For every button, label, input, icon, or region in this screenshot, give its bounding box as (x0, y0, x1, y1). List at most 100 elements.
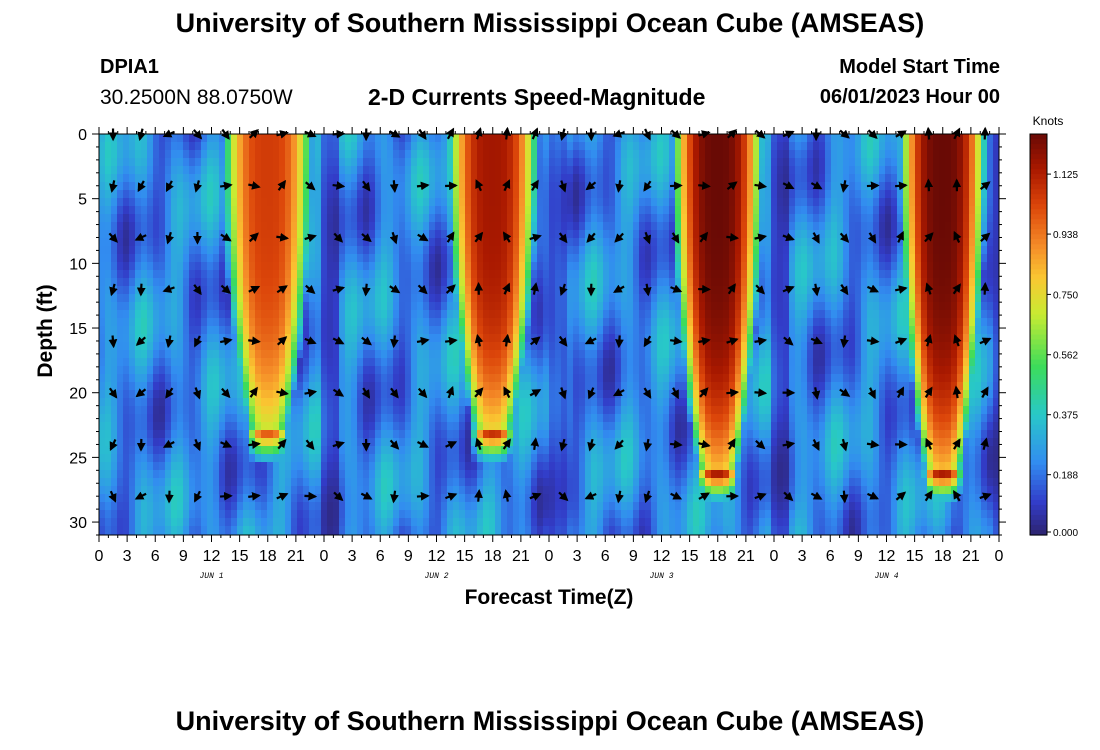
heatmap-cell (597, 254, 604, 263)
heatmap-cell (375, 318, 382, 327)
heatmap-cell (639, 382, 646, 391)
heatmap-cell (633, 454, 640, 463)
heatmap-cell (99, 286, 106, 295)
heatmap-cell (489, 134, 496, 143)
heatmap-cell (681, 350, 688, 359)
heatmap-cell (609, 446, 616, 455)
heatmap-cell (159, 214, 166, 223)
heatmap-cell (609, 422, 616, 431)
heatmap-cell (369, 518, 376, 527)
heatmap-cell (303, 318, 310, 327)
heatmap-cell (285, 502, 292, 511)
heatmap-cell (645, 518, 652, 527)
heatmap-cell (249, 294, 256, 303)
heatmap-cell (657, 398, 664, 407)
heatmap-cell (507, 270, 514, 279)
heatmap-cell (357, 470, 364, 479)
heatmap-cell (507, 278, 514, 287)
heatmap-cell (159, 454, 166, 463)
heatmap-cell (363, 150, 370, 159)
heatmap-cell (429, 518, 436, 527)
heatmap-cell (567, 350, 574, 359)
heatmap-cell (249, 478, 256, 487)
heatmap-cell (177, 494, 184, 503)
heatmap-cell (159, 230, 166, 239)
heatmap-cell (345, 518, 352, 527)
heatmap-cell (369, 326, 376, 335)
heatmap-cell (225, 158, 232, 167)
heatmap-cell (285, 238, 292, 247)
heatmap-cell (591, 214, 598, 223)
heatmap-cell (231, 134, 238, 143)
heatmap-cell (165, 262, 172, 271)
heatmap-cell (219, 342, 226, 351)
heatmap-cell (525, 286, 532, 295)
heatmap-cell (525, 342, 532, 351)
heatmap-cell (177, 366, 184, 375)
heatmap-cell (465, 206, 472, 215)
heatmap-cell (627, 422, 634, 431)
heatmap-cell (459, 158, 466, 167)
heatmap-cell (189, 414, 196, 423)
heatmap-cell (141, 454, 148, 463)
heatmap-cell (483, 254, 490, 263)
heatmap-cell (285, 278, 292, 287)
heatmap-cell (165, 502, 172, 511)
heatmap-cell (465, 398, 472, 407)
heatmap-cell (201, 238, 208, 247)
heatmap-cell (381, 150, 388, 159)
heatmap-cell (207, 286, 214, 295)
heatmap-cell (549, 318, 556, 327)
heatmap-cell (321, 358, 328, 367)
heatmap-cell (405, 246, 412, 255)
heatmap-cell (249, 358, 256, 367)
heatmap-cell (417, 358, 424, 367)
heatmap-cell (423, 454, 430, 463)
heatmap-cell (297, 510, 304, 519)
heatmap-cell (117, 174, 124, 183)
heatmap-cell (399, 374, 406, 383)
heatmap-cell (483, 438, 490, 447)
heatmap-cell (171, 270, 178, 279)
heatmap-cell (231, 334, 238, 343)
heatmap-cell (657, 198, 664, 207)
heatmap-cell (525, 214, 532, 223)
heatmap-cell (483, 430, 490, 439)
heatmap-cell (507, 350, 514, 359)
heatmap-cell (105, 294, 112, 303)
heatmap-cell (501, 238, 508, 247)
heatmap-cell (105, 318, 112, 327)
heatmap-cell (177, 334, 184, 343)
heatmap-cell (525, 366, 532, 375)
heatmap-cell (429, 174, 436, 183)
heatmap-cell (177, 134, 184, 143)
heatmap-cell (555, 438, 562, 447)
heatmap-cell (309, 366, 316, 375)
heatmap-cell (255, 222, 262, 231)
heatmap-cell (579, 206, 586, 215)
heatmap-cell (429, 310, 436, 319)
heatmap-cell (285, 318, 292, 327)
heatmap-cell (309, 294, 316, 303)
heatmap-cell (471, 174, 478, 183)
heatmap-cell (381, 222, 388, 231)
heatmap-cell (477, 174, 484, 183)
heatmap-cell (177, 206, 184, 215)
heatmap-cell (333, 198, 340, 207)
heatmap-cell (171, 430, 178, 439)
heatmap-cell (273, 310, 280, 319)
heatmap-cell (153, 206, 160, 215)
heatmap-cell (483, 398, 490, 407)
heatmap-cell (243, 214, 250, 223)
heatmap-cell (525, 382, 532, 391)
heatmap-cell (417, 350, 424, 359)
heatmap-cell (309, 214, 316, 223)
heatmap-cell (585, 270, 592, 279)
heatmap-cell (609, 390, 616, 399)
heatmap-cell (657, 294, 664, 303)
heatmap-cell (117, 390, 124, 399)
heatmap-cell (237, 246, 244, 255)
heatmap-cell (153, 390, 160, 399)
heatmap-cell (603, 342, 610, 351)
heatmap-cell (291, 518, 298, 527)
